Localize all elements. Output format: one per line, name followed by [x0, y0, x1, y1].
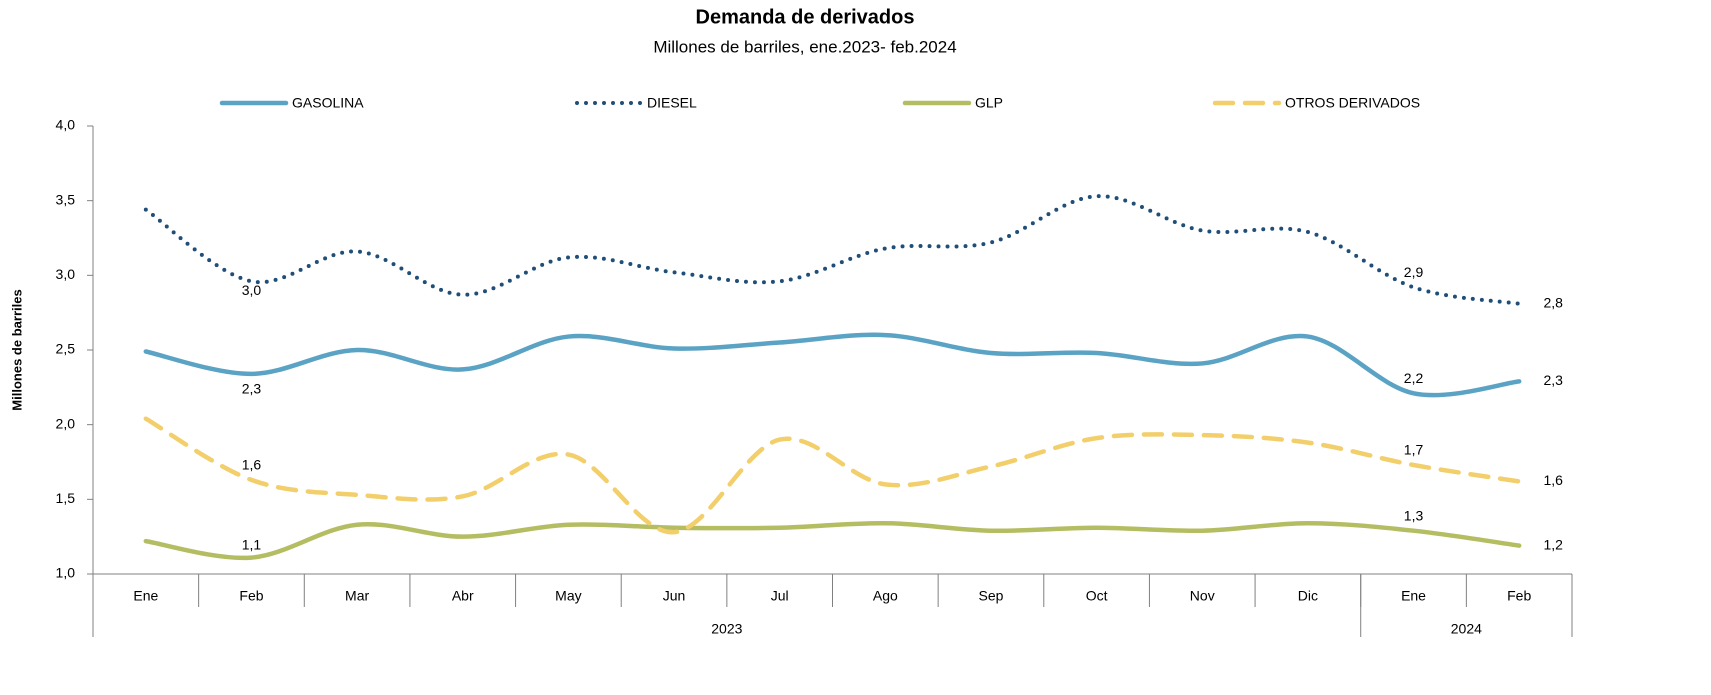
y-tick-label: 3,0 — [56, 266, 76, 282]
data-label: 2,9 — [1404, 264, 1424, 280]
x-tick-label: Ene — [1401, 588, 1426, 604]
x-tick-label: Sep — [979, 588, 1004, 604]
data-label: 2,2 — [1404, 370, 1424, 386]
data-label: 1,6 — [242, 457, 262, 473]
chart-title: Demanda de derivados — [696, 6, 915, 28]
chart-subtitle: Millones de barriles, ene.2023- feb.2024 — [653, 37, 956, 56]
data-label: 1,6 — [1543, 472, 1563, 488]
legend-label: DIESEL — [647, 95, 697, 111]
series-line — [143, 194, 1522, 306]
y-axis-title: Millones de barriles — [9, 289, 24, 410]
x-tick-label: Nov — [1190, 588, 1215, 604]
data-label: 2,3 — [1543, 372, 1563, 388]
data-label: 1,3 — [1404, 507, 1424, 523]
x-tick-label: Jun — [663, 588, 686, 604]
data-label: 1,2 — [1543, 536, 1563, 552]
y-tick-label: 3,5 — [56, 191, 76, 207]
x-tick-label: Jul — [771, 588, 789, 604]
x-group-label: 2023 — [711, 621, 742, 637]
data-label: 3,0 — [242, 282, 262, 298]
x-tick-label: Ene — [133, 588, 158, 604]
y-tick-label: 2,5 — [56, 341, 76, 357]
series-line — [143, 332, 1522, 398]
data-label: 2,8 — [1543, 294, 1563, 310]
y-tick-label: 1,5 — [56, 490, 76, 506]
y-tick-label: 1,0 — [56, 565, 76, 581]
x-tick-label: Mar — [345, 588, 369, 604]
data-label: 1,1 — [242, 536, 262, 552]
series-line — [143, 520, 1522, 561]
legend-label: GASOLINA — [292, 95, 364, 111]
x-tick-label: Ago — [873, 588, 898, 604]
x-group-label: 2024 — [1451, 621, 1482, 637]
x-tick-label: May — [555, 588, 581, 604]
x-tick-label: Abr — [452, 588, 474, 604]
x-tick-label: Oct — [1086, 588, 1108, 604]
data-label: 1,7 — [1404, 442, 1424, 458]
y-tick-label: 4,0 — [56, 117, 76, 133]
series-line — [143, 416, 1522, 535]
legend-label: GLP — [975, 95, 1003, 111]
x-tick-label: Feb — [1507, 588, 1531, 604]
x-tick-label: Feb — [239, 588, 263, 604]
data-label: 2,3 — [242, 381, 262, 397]
x-tick-label: Dic — [1298, 588, 1318, 604]
y-tick-label: 2,0 — [56, 415, 76, 431]
legend-label: OTROS DERIVADOS — [1285, 95, 1420, 111]
